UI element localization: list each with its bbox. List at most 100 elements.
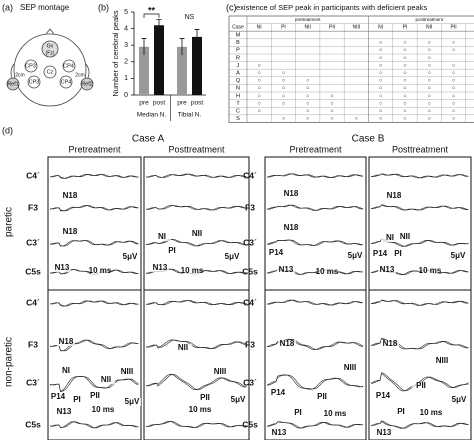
peak-label: NI [62,366,70,375]
peak-label: PI [397,407,405,416]
y-axis-label: Number of cerebral peaks [111,10,120,97]
label-bg [396,233,414,241]
electrode-label: Ref2 [81,81,93,87]
table-cell: ○ [403,108,406,114]
peak-label: PII [200,393,210,402]
label-bg [282,190,300,198]
channel-label: C5s [25,266,41,276]
channel-label: C5s [25,419,41,429]
x-tick-label: pre [177,100,187,107]
table-cell: ○ [452,63,455,69]
label-bg [389,250,407,258]
trace [266,374,363,390]
table-cell: ○ [257,63,260,69]
label-bg [174,344,192,352]
trace [145,300,247,306]
table-cell: ○ [379,70,382,76]
peak-label: N18 [387,191,402,200]
table-header: NII [305,25,311,31]
label-bg [433,357,451,365]
table-cell: ○ [330,93,333,99]
table-cell: ○ [257,70,260,76]
peak-label: 10 ms [420,408,443,417]
peak-label: NIII [344,363,356,372]
peak-label: PI [394,249,402,258]
label-bg [371,250,389,258]
trace [145,339,247,349]
peak-label: NII [400,232,410,241]
table-cell: ○ [403,55,406,61]
trace [49,421,139,429]
label-bg [163,247,181,255]
electrode [80,77,94,91]
table-cell: ○ [428,70,431,76]
channel-label: C5s [242,419,258,429]
trace [266,173,364,179]
trace [370,173,469,179]
table-cell: ○ [379,108,382,114]
peak-label: 5μV [225,252,240,261]
peak-label: 5μV [348,251,363,260]
table-header: PI [403,25,408,31]
peak-label: P14 [51,392,66,401]
electrode [59,75,73,89]
label-bg [57,367,75,375]
label-bg [421,267,439,275]
table-cell: ○ [428,55,431,61]
table-cell: ○ [282,70,285,76]
trace [370,173,469,179]
label-bg [94,406,112,414]
condition-title: Pretreatment [68,144,121,154]
trace [370,421,469,429]
trace [49,205,139,212]
panel-label: (d) [2,125,13,135]
table-cell: ○ [428,40,431,46]
peak-label: PI [294,408,302,417]
trace [49,300,139,307]
electrode [41,40,59,58]
channel-label: C4´ [26,170,40,180]
peak-label: P14 [376,391,391,400]
label-bg [68,396,86,404]
peak-label: N18 [59,337,74,346]
table-cell: ○ [355,116,358,122]
significance-label: NS [185,14,195,21]
table-cell: ○ [428,108,431,114]
label-bg [422,409,440,417]
significance-label: ** [148,5,156,15]
channel-label: C3´ [26,237,40,247]
peak-label: P14 [271,388,286,397]
table-header: posttreatment [415,17,443,22]
case-label: R [236,55,240,61]
table-cell: ○ [428,63,431,69]
electrode-label: Ref1 [7,81,19,87]
label-bg [223,253,241,261]
y-tick-label: 0 [124,92,128,99]
trace [266,239,364,246]
trace [266,374,364,390]
channel-label: C4´ [26,297,40,307]
table-title: existence of SEP peak in participants wi… [236,3,427,12]
trace [266,204,364,211]
case-label: P [236,48,240,54]
table-cell: ○ [306,101,309,107]
peak-label: N13 [377,428,392,437]
bar [192,36,202,95]
nose [45,28,55,35]
distance-label: 2cm [75,72,84,78]
table-cell: ○ [379,86,382,92]
peak-label: N18 [284,189,299,198]
peak-label: 5μV [125,397,140,406]
peak-label: 10 ms [189,405,212,414]
table-cell: ○ [282,101,285,107]
peak-label: NI [386,233,394,242]
peak-label: 10 ms [419,266,442,275]
table-cell: ○ [403,70,406,76]
trace [370,204,469,211]
channel-label: F3 [28,202,38,212]
trace [49,300,139,307]
trace [145,173,247,178]
label-bg [326,410,344,418]
label-bg [375,429,393,437]
